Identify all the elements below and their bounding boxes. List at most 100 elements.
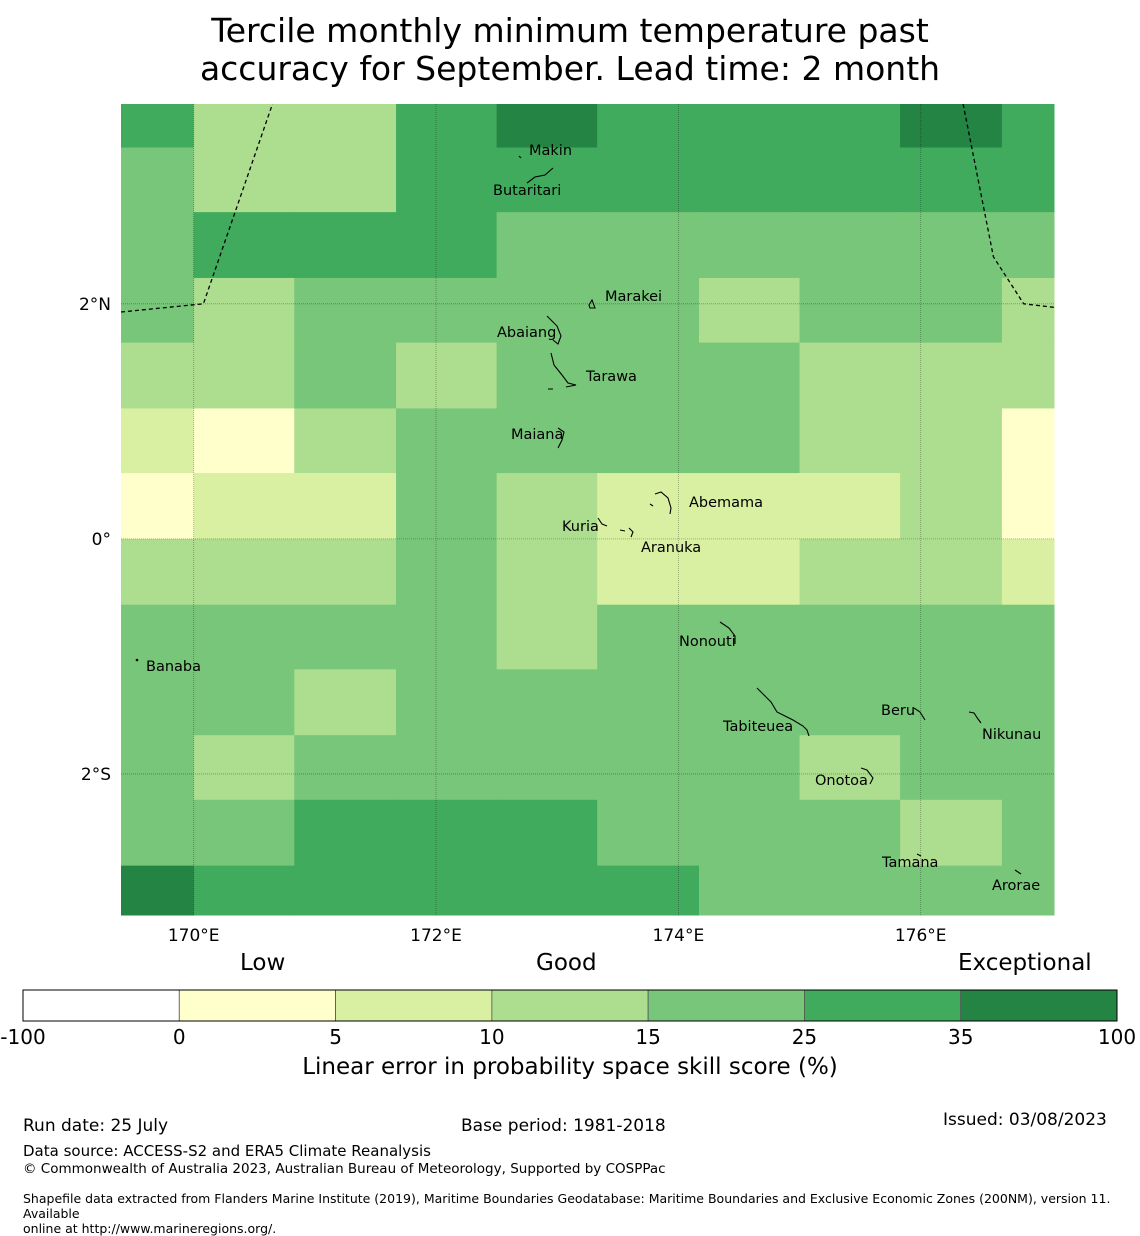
skill-cell [698,277,801,344]
skill-cell [799,865,901,916]
skill-cell [496,538,598,606]
skill-cell [698,104,801,148]
place-label: Tamana [881,855,938,871]
skill-cell [193,799,295,867]
title-line-2: accuracy for September. Lead time: 2 mon… [199,49,941,88]
skill-cell [496,799,598,867]
skill-cell [799,799,901,867]
skill-cell [1001,408,1055,474]
skill-cell [396,604,498,670]
skill-cell [396,473,498,540]
skill-cell [121,865,195,916]
skill-cell [597,735,700,801]
skill-cell [799,277,901,344]
island-outline [913,707,926,721]
skill-grid [121,104,1055,916]
map-title: Tercile monthly minimum temperature past… [0,12,1140,88]
skill-cell [900,538,1003,606]
colorbar: -100 0 5 10 15 25 35 100 [0,989,1136,1049]
skill-cell [496,212,598,279]
skill-cell [396,669,498,736]
skill-cell [121,604,195,670]
skill-cell [121,147,195,213]
skill-cell [121,104,195,148]
lon-tick-label: 176°E [895,926,947,946]
skill-cell [698,147,801,213]
colorbar-tick-label: 35 [948,1025,973,1049]
skill-cell [1001,473,1055,540]
colorbar-tick-label: 25 [792,1025,817,1049]
skill-cell [698,538,801,606]
skill-cell [799,735,901,801]
place-label: Aranuka [641,540,701,556]
colorbar-tick-label: 5 [329,1025,342,1049]
skill-cell [121,212,195,279]
skill-cell [396,104,498,148]
place-label: Nonouti [679,634,736,650]
skill-cell [396,735,498,801]
place-label: Banaba [146,659,201,675]
island-outline [968,711,982,724]
skill-cell [294,669,397,736]
skill-cell [597,538,700,606]
island-outline [719,621,736,644]
skill-cell [121,735,195,801]
skill-cell [193,104,295,148]
skill-cell [597,799,700,867]
place-label: Tarawa [585,369,637,385]
copyright: © Commonwealth of Australia 2023, Austra… [23,1161,666,1177]
place-label: Marakei [605,289,662,305]
skill-cell [496,604,598,670]
shapefile-credit-line-1: Shapefile data extracted from Flanders M… [23,1191,1111,1221]
skill-cell [193,604,295,670]
skill-cell [396,799,498,867]
eez-boundary [120,103,1055,313]
skill-cell [193,212,295,279]
skill-cell [396,342,498,409]
skill-cell [396,538,498,606]
place-labels: Makin Butaritari Marakei Abaiang Tarawa Maian… [146,143,1041,894]
place-label: Tabiteuea [722,719,793,735]
island-outline [546,315,562,345]
lat-tick-label: 2°N [79,295,111,315]
run-date: Run date: 25 July [23,1116,169,1136]
skill-cell [121,538,195,606]
skill-cell [799,212,901,279]
skill-cell [193,408,295,474]
axis-labels: 170°E 172°E 174°E 176°E 2°N 0° 2°S [79,295,947,946]
place-label: Butaritari [493,183,561,199]
skill-cell [121,669,195,736]
lat-tick-label: 2°S [81,765,111,785]
island-outline-banaba [135,658,139,662]
colorbar-swatch [22,989,180,1022]
colorbar-swatch [960,989,1118,1022]
skill-cell [1001,799,1055,867]
skill-cell [193,147,295,213]
skill-cell [496,408,598,474]
island-outline [548,352,577,390]
skill-cell [294,342,397,409]
skill-cell [121,408,195,474]
skill-cell [193,473,295,540]
skill-cell [1001,604,1055,670]
lon-tick-label: 170°E [168,926,220,946]
skill-cell [698,408,801,474]
skill-cell [698,865,801,916]
island-outline [756,687,810,737]
skill-cell [1001,735,1055,801]
place-label: Maiana [511,427,563,443]
place-label: Makin [529,143,572,159]
island-outline [597,517,634,538]
skill-cell [799,342,901,409]
skill-cell [900,604,1003,670]
skill-cell [294,799,397,867]
skill-cell [193,865,295,916]
skill-cell [799,473,901,540]
skill-cell [294,604,397,670]
colorbar-swatch [647,989,805,1022]
skill-cell [294,473,397,540]
skill-cell [294,277,397,344]
skill-cell [900,473,1003,540]
skill-cell [1001,212,1055,279]
lon-tick-label: 172°E [410,926,462,946]
